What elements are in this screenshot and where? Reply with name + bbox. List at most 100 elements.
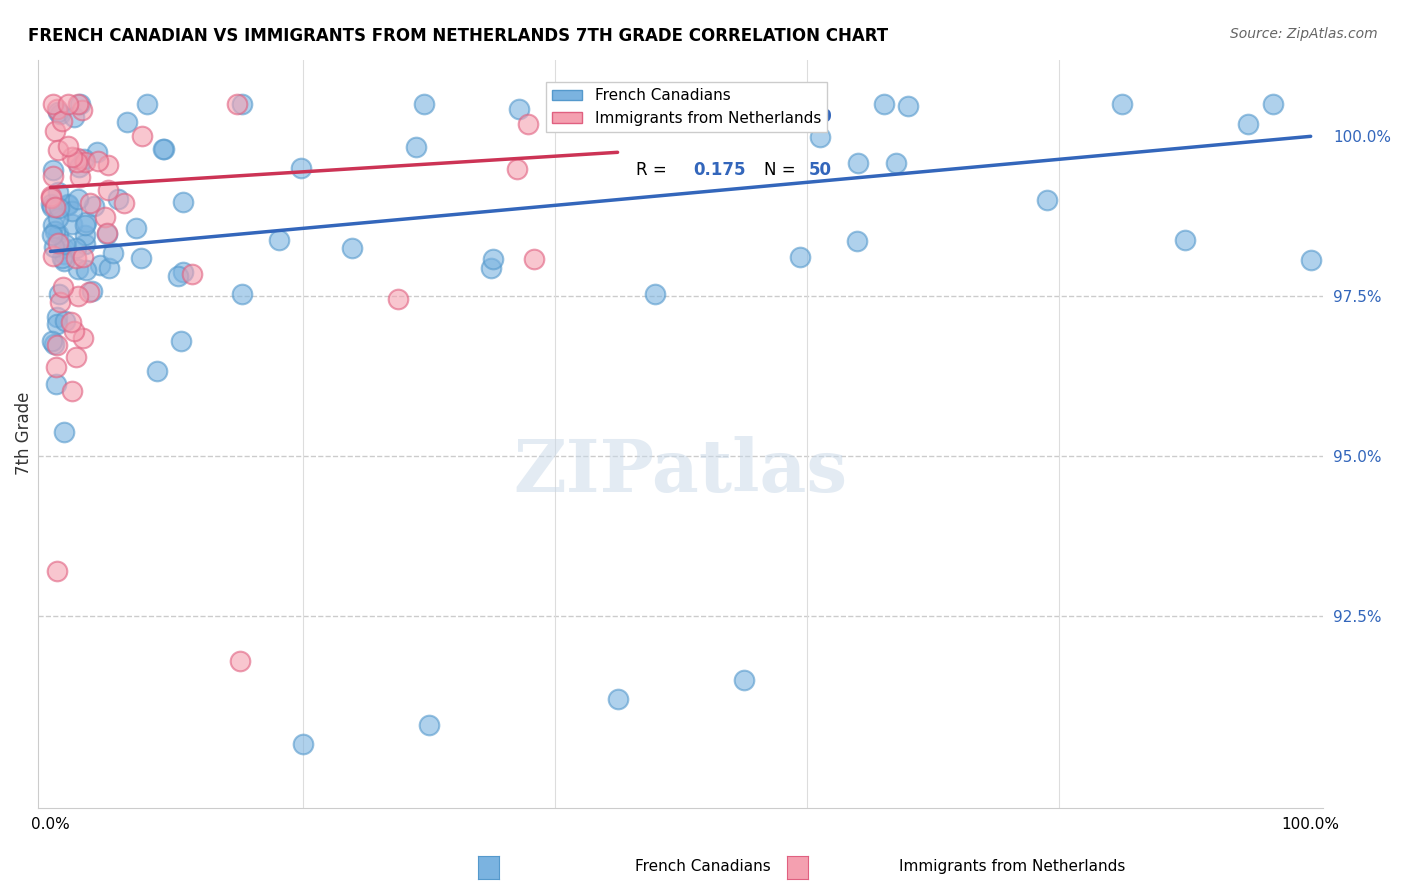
Point [42,240,65,254]
Point [172,265,194,279]
Point [44,124,66,138]
Point [87,154,110,169]
Point [226,97,249,112]
Point [56,196,79,211]
Point [89,258,111,272]
Point [86,145,108,159]
Point [1111,97,1133,112]
Point [72,250,94,264]
Point [52,241,75,255]
Point [46,227,69,242]
Point [49,295,72,310]
Point [231,97,253,112]
Point [808,130,831,145]
Point [56,97,79,112]
Point [145,364,167,378]
Text: French Canadians: French Canadians [636,859,770,874]
Point [45,377,67,392]
Point [46,104,69,119]
Point [48,106,70,120]
Point [39,191,62,205]
Point [97,183,120,197]
Point [481,252,503,266]
Point [506,161,529,176]
Point [231,286,253,301]
Point [67,160,90,174]
Point [606,692,628,706]
Point [1174,233,1197,247]
Point [96,227,118,241]
Point [45,564,67,578]
Point [66,155,89,169]
Point [846,156,869,170]
Point [53,236,76,251]
Point [44,200,66,214]
Point [135,97,157,112]
Point [387,292,409,306]
Text: 50: 50 [808,161,832,178]
Point [1299,252,1322,267]
Point [873,97,896,112]
Point [58,846,80,860]
Point [53,254,76,268]
Point [131,128,153,143]
Point [97,158,120,172]
Point [789,250,811,264]
Point [41,200,63,214]
Point [42,97,65,112]
Point [62,203,84,218]
Point [66,97,89,112]
Point [53,314,76,328]
Point [60,150,83,164]
Y-axis label: 7th Grade: 7th Grade [15,392,32,475]
Point [517,117,540,131]
Point [45,310,67,324]
Point [75,215,97,229]
Text: ZIPatlas: ZIPatlas [513,435,848,507]
Point [290,161,312,176]
Point [58,198,80,212]
Point [73,236,96,251]
Point [124,220,146,235]
Point [101,245,124,260]
Point [884,155,907,169]
Text: 0.234: 0.234 [693,108,747,127]
Text: Immigrants from Netherlands: Immigrants from Netherlands [898,859,1126,874]
Point [75,263,97,277]
Point [180,268,202,282]
Point [46,338,69,352]
Point [60,384,83,398]
Point [1236,117,1258,131]
Point [94,211,117,225]
Point [56,139,79,153]
Point [69,170,91,185]
Point [39,189,62,203]
Point [46,211,69,226]
Point [167,269,190,284]
Point [523,252,546,266]
Point [59,315,82,329]
Point [405,139,427,153]
Point [45,102,67,116]
Point [733,673,755,687]
Text: N =: N = [763,161,796,178]
Point [896,99,918,113]
Legend: French Canadians, Immigrants from Netherlands: French Canadians, Immigrants from Nether… [546,82,827,132]
Point [42,169,65,183]
Text: 89: 89 [808,108,832,127]
Point [80,284,103,298]
Point [46,235,69,250]
Text: R =: R = [636,108,666,127]
Point [63,324,86,338]
Point [129,251,152,265]
Point [112,196,135,211]
Point [46,143,69,157]
Point [83,199,105,213]
Point [72,331,94,345]
Point [508,102,530,116]
Point [66,289,89,303]
Point [170,334,193,349]
Point [75,228,97,243]
Text: FRENCH CANADIAN VS IMMIGRANTS FROM NETHERLANDS 7TH GRADE CORRELATION CHART: FRENCH CANADIAN VS IMMIGRANTS FROM NETHE… [28,27,889,45]
Point [65,241,87,255]
